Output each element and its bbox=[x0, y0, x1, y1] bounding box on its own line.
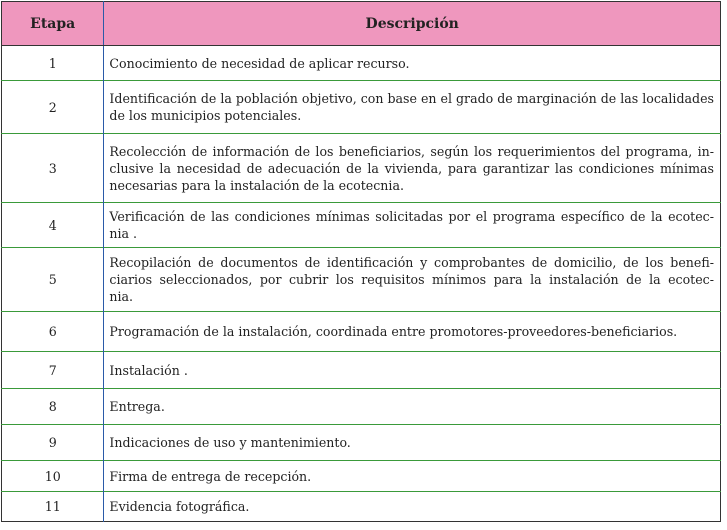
descripcion-line: nia . bbox=[109, 226, 138, 241]
etapa-cell: 4 bbox=[1, 202, 105, 248]
descripcion-cell: Firma de entrega de recepción. bbox=[103, 460, 721, 492]
table-row: 3 Recolección de información de los benef… bbox=[1, 133, 721, 203]
descripcion-cell: Identificación de la población objetivo,… bbox=[103, 80, 721, 134]
descripcion-line: Firma de entrega de recepción. bbox=[109, 468, 312, 484]
descripcion-cell: Recolección de información de los benefi… bbox=[103, 133, 721, 203]
descripcion-line: de los municipios potenciales. bbox=[109, 108, 302, 123]
header-row: Etapa Descripción bbox=[1, 1, 721, 46]
descripcion-cell: Conocimiento de necesidad de aplicar rec… bbox=[103, 45, 721, 81]
etapa-cell: 9 bbox=[1, 424, 105, 461]
etapa-cell: 8 bbox=[1, 388, 105, 425]
descripcion-line: Programación de la instalación, coordina… bbox=[109, 324, 678, 339]
descripcion-line: Instalación . bbox=[109, 362, 188, 378]
etapa-cell: 5 bbox=[1, 247, 105, 312]
etapa-cell: 7 bbox=[1, 351, 105, 389]
descripcion-cell: Indicaciones de uso y mantenimiento. bbox=[103, 424, 721, 461]
etapa-cell: 11 bbox=[1, 491, 105, 522]
descripcion-line: Identificación de la población objetivo,… bbox=[109, 91, 714, 106]
stages-table: Etapa Descripción 1 Conocimiento de neces… bbox=[1, 1, 721, 522]
descripcion-line: clusive la necesidad de adecuación de la… bbox=[109, 160, 714, 176]
etapa-cell: 10 bbox=[1, 460, 105, 492]
descripcion-line: Recolección de información de los benefi… bbox=[109, 143, 714, 159]
descripcion-cell: Programación de la instalación, coordina… bbox=[103, 311, 721, 352]
header-descripcion: Descripción bbox=[103, 1, 721, 46]
table-row: 1 Conocimiento de necesidad de aplicar re… bbox=[1, 45, 721, 81]
descripcion-cell: Evidencia fotográfica. bbox=[103, 491, 721, 522]
table-row: 5 Recopilación de documentos de identific… bbox=[1, 247, 721, 312]
table-row: 6 Programación de la instalación, coordin… bbox=[1, 311, 721, 352]
table-row: 11 Evidencia fotográfica. bbox=[1, 491, 721, 522]
descripcion-line: nia. bbox=[109, 289, 134, 304]
header-etapa: Etapa bbox=[1, 1, 105, 46]
descripcion-cell: Entrega. bbox=[103, 388, 721, 425]
descripcion-cell: Recopilación de documentos de identifica… bbox=[103, 247, 721, 312]
etapa-cell: 2 bbox=[1, 80, 105, 134]
etapa-cell: 6 bbox=[1, 311, 105, 352]
table-row: 9 Indicaciones de uso y mantenimiento. bbox=[1, 424, 721, 461]
descripcion-line: Conocimiento de necesidad de aplicar rec… bbox=[109, 55, 410, 71]
etapa-cell: 1 bbox=[1, 45, 105, 81]
descripcion-cell: Verificación de las condiciones mínimas … bbox=[103, 202, 721, 248]
table-row: 10 Firma de entrega de recepción. bbox=[1, 460, 721, 492]
table-row: 8 Entrega. bbox=[1, 388, 721, 425]
table-row: 2 Identificación de la población objetivo… bbox=[1, 80, 721, 134]
descripcion-line: Entrega. bbox=[109, 399, 165, 414]
table-row: 4 Verificación de las condiciones mínimas… bbox=[1, 202, 721, 248]
descripcion-line: Evidencia fotográfica. bbox=[109, 499, 250, 514]
descripcion-line: Recopilación de documentos de identifica… bbox=[109, 255, 714, 270]
descripcion-line: Indicaciones de uso y mantenimiento. bbox=[109, 435, 351, 450]
table-row: 7 Instalación . bbox=[1, 351, 721, 389]
etapa-cell: 3 bbox=[1, 133, 105, 203]
descripcion-cell: Instalación . bbox=[103, 351, 721, 389]
descripcion-line: necesarias para la instalación de la eco… bbox=[109, 177, 404, 193]
descripcion-line: ciarios seleccionados, por cubrir los re… bbox=[109, 272, 714, 287]
descripcion-line: Verificación de las condiciones mínimas … bbox=[109, 209, 714, 224]
